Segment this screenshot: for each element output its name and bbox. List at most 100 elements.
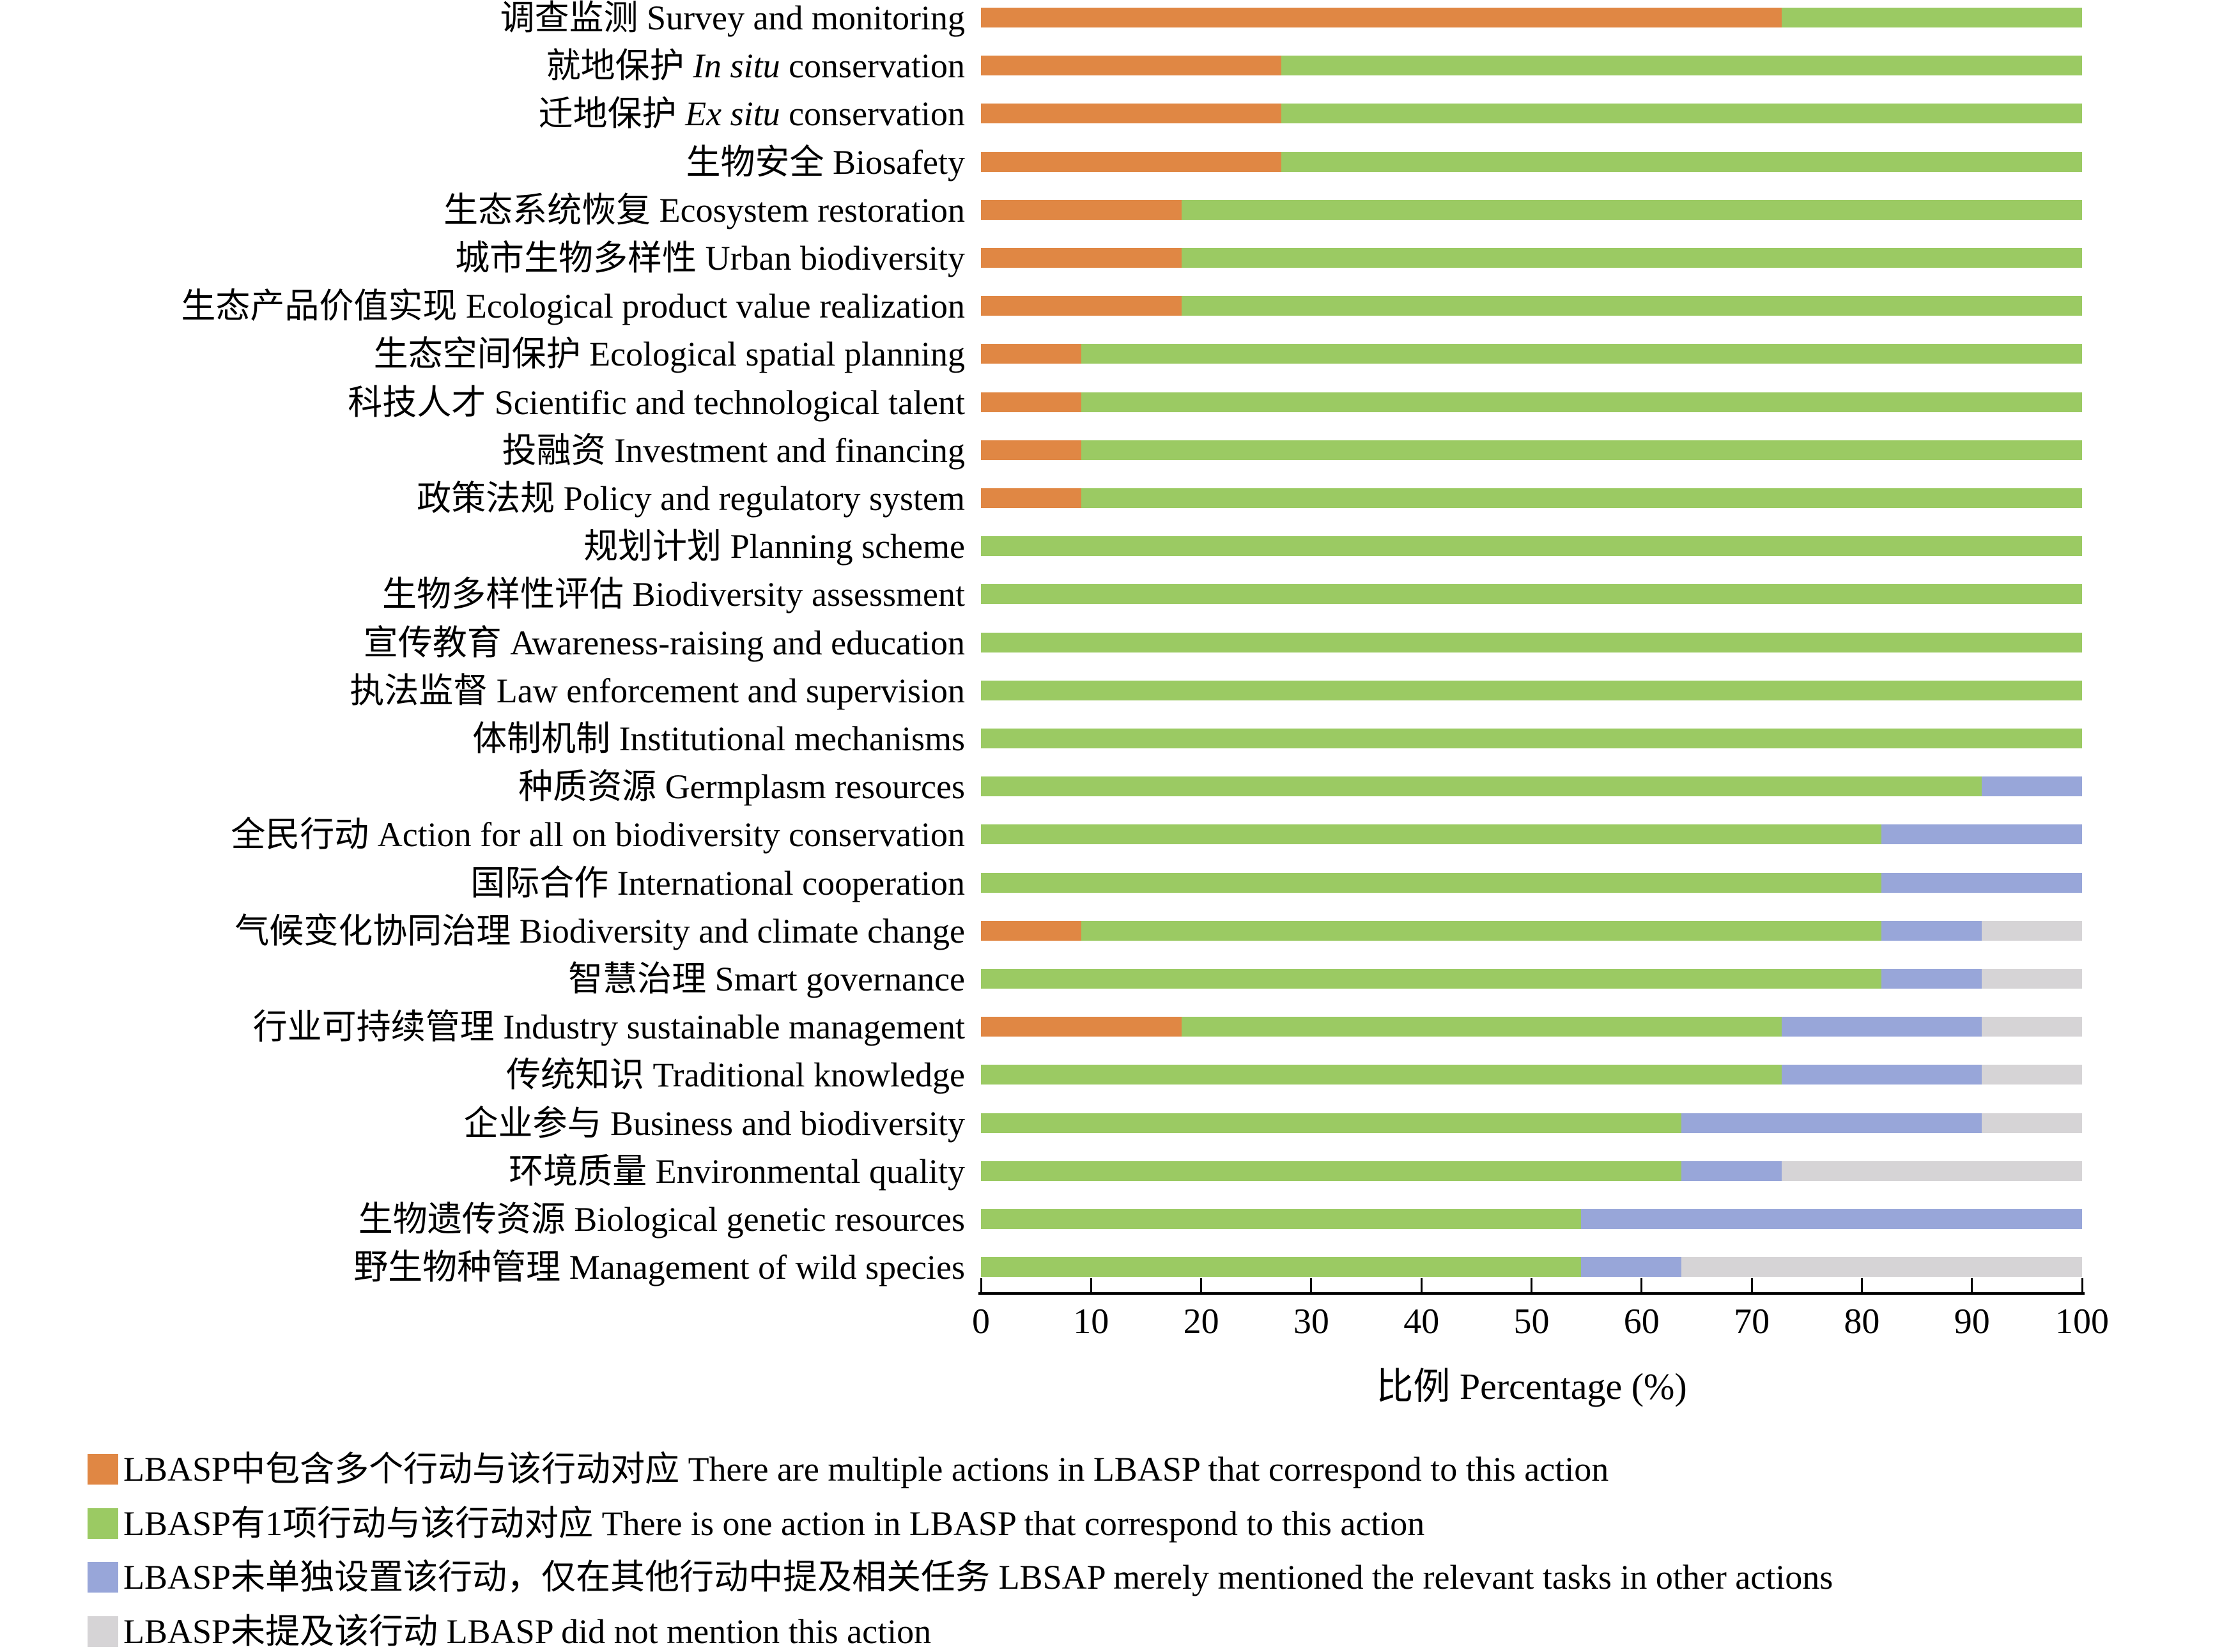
legend-item: LBASP未提及该行动 LBASP did not mention this a… <box>88 1612 932 1651</box>
bar-segment <box>1982 1113 2082 1133</box>
tick-mark <box>1750 1278 1753 1292</box>
bar <box>981 56 2082 76</box>
category-label: 就地保护 In situ conservation <box>546 47 965 86</box>
bar-segment <box>1081 488 2082 508</box>
bar <box>981 872 2082 893</box>
bar-segment <box>1881 824 2082 845</box>
bar-segment <box>981 824 1882 845</box>
category-label: 气候变化协同治理 Biodiversity and climate change <box>235 911 965 950</box>
legend-swatch <box>88 1616 118 1647</box>
bar-segment <box>981 248 1182 268</box>
bar-segment <box>981 1209 1582 1229</box>
legend-swatch <box>88 1562 118 1593</box>
bar-segment <box>1681 1257 2082 1278</box>
category-label: 投融资 Investment and financing <box>502 431 965 470</box>
bar-segment <box>1181 248 2082 268</box>
category-label: 环境质量 Environmental quality <box>509 1152 965 1191</box>
bar-segment <box>981 1161 1681 1181</box>
bar <box>981 632 2082 652</box>
bar-segment <box>1281 104 2082 124</box>
x-axis-line <box>978 1292 2085 1295</box>
category-label: 生物安全 Biosafety <box>686 143 965 181</box>
bar-segment <box>981 536 2082 557</box>
tick-label: 10 <box>1073 1302 1109 1341</box>
category-label: 执法监督 Law enforcement and supervision <box>350 671 965 710</box>
category-label: 企业参与 Business and biodiversity <box>463 1104 965 1143</box>
bar-segment <box>1982 1065 2082 1085</box>
bar-segment <box>981 920 1081 941</box>
bar-segment <box>981 296 1182 316</box>
tick-mark <box>1860 1278 1863 1292</box>
bar-segment <box>1281 56 2082 76</box>
bar <box>981 1113 2082 1133</box>
category-label-italic: Ex situ <box>685 95 780 134</box>
bar <box>981 536 2082 557</box>
bar <box>981 824 2082 845</box>
category-label: 种质资源 Germplasm resources <box>518 768 965 807</box>
bar <box>981 440 2082 460</box>
bar <box>981 776 2082 797</box>
bar-segment <box>1781 8 2082 27</box>
bar <box>981 680 2082 700</box>
category-label: 生态产品价值实现 Ecological product value realiz… <box>181 287 965 326</box>
tick-mark <box>1420 1278 1423 1292</box>
bar <box>981 296 2082 316</box>
bar-segment <box>1181 296 2082 316</box>
bar-segment <box>981 632 2082 652</box>
bar <box>981 392 2082 412</box>
bar-segment <box>981 1113 1681 1133</box>
tick-mark <box>1971 1278 1973 1292</box>
category-label: 调查监测 Survey and monitoring <box>500 0 965 37</box>
category-label: 野生物种管理 Management of wild species <box>353 1248 965 1287</box>
bar <box>981 151 2082 172</box>
bar <box>981 1065 2082 1085</box>
legend-label: LBASP未提及该行动 LBASP did not mention this a… <box>123 1612 932 1651</box>
bar <box>981 488 2082 508</box>
bar-segment <box>981 1257 1582 1278</box>
legend-item: LBASP未单独设置该行动，仅在其他行动中提及相关任务 LBSAP merely… <box>88 1560 1833 1594</box>
bar <box>981 8 2082 27</box>
category-label: 城市生物多样性 Urban biodiversity <box>455 239 965 277</box>
bar <box>981 729 2082 748</box>
bar-segment <box>981 151 1282 172</box>
bar-segment <box>1681 1161 1782 1181</box>
category-label: 规划计划 Planning scheme <box>583 527 965 566</box>
bar-segment <box>981 392 1081 412</box>
bar-segment <box>981 344 1081 364</box>
bar-segment <box>981 1065 1782 1085</box>
tick-mark <box>1200 1278 1203 1292</box>
tick-mark <box>1640 1278 1643 1292</box>
legend-swatch <box>88 1508 118 1539</box>
legend-label: LBASP有1项行动与该行动对应 There is one action in … <box>123 1504 1425 1543</box>
tick-label: 70 <box>1734 1302 1770 1341</box>
category-label: 国际合作 International cooperation <box>470 863 965 902</box>
category-label: 生物遗传资源 Biological genetic resources <box>358 1200 965 1239</box>
bar-segment <box>981 584 2082 605</box>
bar <box>981 248 2082 268</box>
bar-segment <box>981 8 1782 27</box>
bar-segment <box>1982 969 2082 989</box>
tick-label: 20 <box>1183 1302 1219 1341</box>
category-label: 迁地保护 Ex situ conservation <box>538 95 965 134</box>
category-label: 科技人才 Scientific and technological talent <box>348 383 965 422</box>
category-label: 生态系统恢复 Ecosystem restoration <box>444 190 965 229</box>
x-axis-title: 比例 Percentage (%) <box>1376 1366 1687 1407</box>
bar-segment <box>981 776 1982 797</box>
tick-label: 80 <box>1844 1302 1880 1341</box>
bar-segment <box>981 56 1282 76</box>
bar-segment <box>981 199 1182 220</box>
bar-segment <box>1281 151 2082 172</box>
bar-segment <box>1982 776 2082 797</box>
category-label: 体制机制 Institutional mechanisms <box>472 720 965 758</box>
category-label: 智慧治理 Smart governance <box>568 960 965 998</box>
legend-item: LBASP中包含多个行动与该行动对应 There are multiple ac… <box>88 1450 1609 1488</box>
legend-label: LBASP中包含多个行动与该行动对应 There are multiple ac… <box>123 1450 1609 1488</box>
bar-segment <box>981 1017 1182 1037</box>
bar-segment <box>1581 1257 1681 1278</box>
bar-segment <box>1881 969 1982 989</box>
category-label: 传统知识 Traditional knowledge <box>506 1056 965 1095</box>
category-label: 政策法规 Policy and regulatory system <box>417 479 965 518</box>
bar <box>981 104 2082 124</box>
bar-segment <box>1781 1065 1982 1085</box>
bar-segment <box>1982 920 2082 941</box>
